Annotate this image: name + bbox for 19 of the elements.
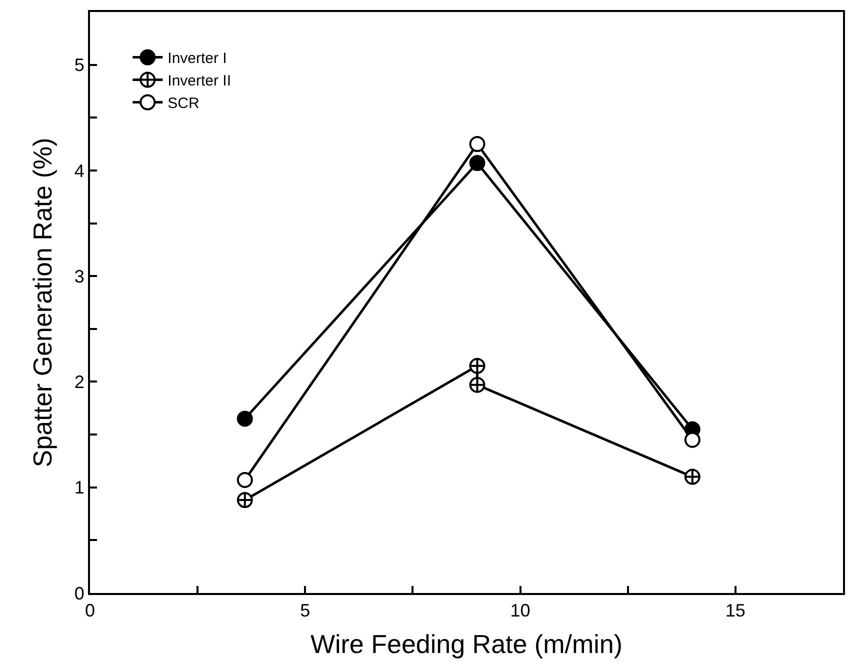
point bbox=[469, 136, 486, 152]
legend-label: Inverter II bbox=[168, 72, 232, 90]
x-tick-label: 10 bbox=[510, 600, 530, 621]
y-axis-title: Spatter Generation Rate (%) bbox=[27, 138, 58, 468]
point bbox=[236, 472, 253, 488]
x-axis-title: Wire Feeding Rate (m/min) bbox=[310, 628, 623, 659]
x-tick-label: 5 bbox=[300, 600, 310, 621]
point bbox=[236, 410, 253, 427]
x-tick-label: 15 bbox=[725, 600, 746, 621]
point bbox=[684, 432, 700, 448]
point bbox=[469, 155, 486, 172]
y-tick-label: 2 bbox=[74, 372, 84, 392]
y-tick-label: 0 bbox=[74, 583, 84, 604]
y-tick-label: 4 bbox=[74, 160, 84, 181]
legend-label: SCR bbox=[168, 95, 200, 112]
y-tick-label: 5 bbox=[74, 55, 84, 76]
y-tick-label: 1 bbox=[74, 478, 84, 498]
y-tick-label: 3 bbox=[74, 266, 84, 286]
legend-label: Inverter I bbox=[168, 50, 227, 68]
